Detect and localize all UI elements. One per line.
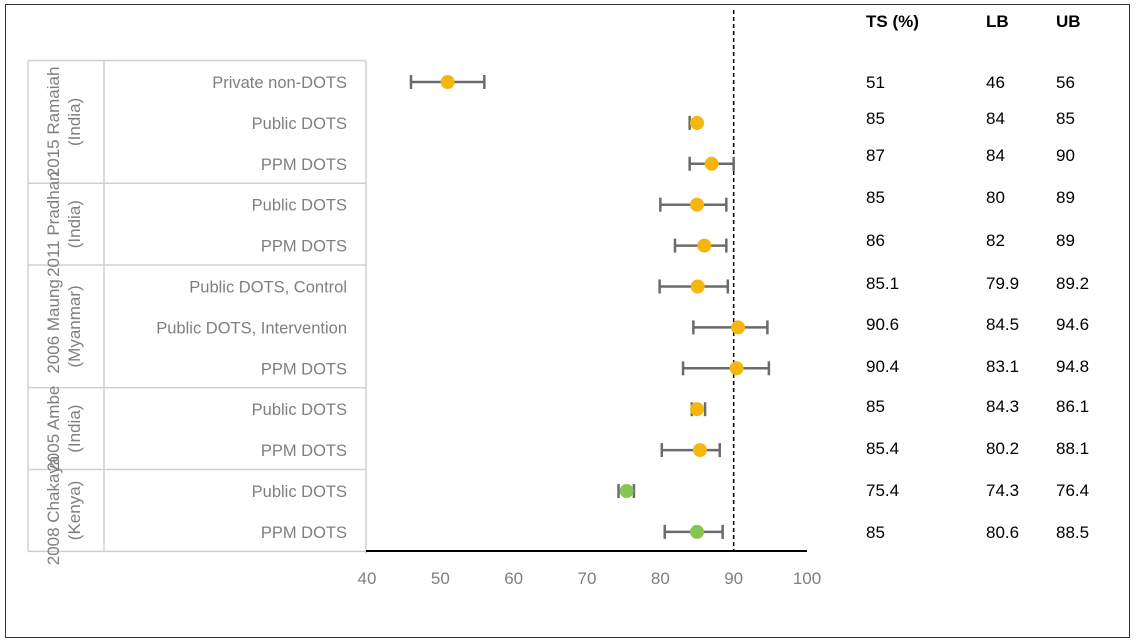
point-estimate [729, 361, 744, 376]
ub-value: 86.1 [1056, 397, 1089, 416]
lb-value: 83.1 [986, 357, 1019, 376]
study-label-line1: 2005 Ambe [44, 386, 63, 472]
lb-value: 84 [986, 109, 1005, 128]
x-tick-label: 80 [651, 569, 670, 588]
ts-value: 86 [866, 231, 885, 250]
point-estimate [619, 484, 634, 498]
lb-value: 84.5 [986, 315, 1019, 334]
ub-value: 89.2 [1056, 274, 1089, 293]
column-header-ub: UB [1056, 12, 1081, 31]
point-estimate [690, 115, 704, 130]
row-label: Public DOTS [252, 115, 347, 133]
study-label-line2: (India) [65, 200, 84, 248]
column-header-ts: TS (%) [866, 12, 919, 31]
ub-value: 56 [1056, 73, 1075, 92]
study-label: 2015 Ramaiah (India) [44, 67, 84, 178]
ub-value: 94.8 [1056, 357, 1089, 376]
row-label: Public DOTS [252, 197, 347, 215]
study-label-line1: 2011 Pradhan [44, 171, 63, 277]
study-label-line1: 2008 Chakaya [44, 455, 63, 565]
point-estimate [440, 75, 455, 89]
ts-value: 85 [866, 188, 885, 207]
lb-value: 84 [986, 146, 1005, 165]
x-tick-label: 50 [431, 569, 450, 588]
study-label: 2006 Maung (Myanmar) [44, 279, 84, 374]
point-estimate [692, 443, 707, 458]
ub-value: 88.5 [1056, 523, 1089, 542]
x-tick-label: 60 [504, 569, 523, 588]
study-label: 2011 Pradhan (India) [44, 171, 84, 277]
ts-value: 90.4 [866, 357, 899, 376]
lb-value: 80.6 [986, 523, 1019, 542]
ts-value: 87 [866, 146, 885, 165]
point-estimate [704, 156, 719, 171]
row-label: PPM DOTS [261, 360, 347, 378]
x-axis: 40 50 60 70 80 90 100 [358, 550, 821, 588]
study-group-layer: 2015 Ramaiah (India)2011 Pradhan (India)20… [44, 67, 84, 566]
ts-value: 90.6 [866, 315, 899, 334]
x-tick-label: 40 [358, 569, 377, 588]
row-label-layer: Private non-DOTS Public DOTS PPM DOTS Publi… [27, 59, 367, 554]
ts-value: 85 [866, 523, 885, 542]
study-label: 2008 Chakaya (Kenya) [44, 455, 84, 565]
ub-value: 94.6 [1056, 315, 1089, 334]
point-estimate [690, 524, 704, 539]
x-tick-label: 70 [578, 569, 597, 588]
ts-value: 85 [866, 397, 885, 416]
ub-value: 89 [1056, 231, 1075, 250]
lb-value: 74.3 [986, 481, 1019, 500]
point-estimate [690, 402, 704, 417]
ub-value: 89 [1056, 188, 1075, 207]
study-label-line2: (Kenya) [65, 481, 84, 541]
lb-value: 46 [986, 73, 1005, 92]
study-label-line2: (India) [65, 405, 84, 453]
column-header-lb: LB [986, 12, 1009, 31]
x-tick-label: 90 [724, 569, 743, 588]
row-label: Public DOTS, Intervention [156, 319, 347, 337]
point-estimate [690, 197, 704, 212]
ub-value: 76.4 [1056, 481, 1089, 500]
ts-value: 51 [866, 73, 885, 92]
study-label: 2005 Ambe (India) [44, 386, 84, 472]
row-label: Public DOTS, Control [189, 279, 347, 297]
study-label-line2: (Myanmar) [65, 285, 84, 367]
row-label: PPM DOTS [261, 442, 347, 460]
study-label-line2: (India) [65, 98, 84, 146]
point-estimate [697, 238, 712, 253]
lb-value: 80 [986, 188, 1005, 207]
ub-value: 90 [1056, 146, 1075, 165]
ub-value: 85 [1056, 109, 1075, 128]
ts-value: 85.4 [866, 439, 899, 458]
x-tick-label: 100 [793, 569, 821, 588]
lb-value: 79.9 [986, 274, 1019, 293]
row-label: Public DOTS [252, 483, 347, 501]
value-table: TS (%) LB UB 51 46 56 85 84 85 87 84 90 85 80 89 86 8… [866, 12, 1089, 542]
ub-value: 88.1 [1056, 439, 1089, 458]
lb-value: 82 [986, 231, 1005, 250]
point-estimate [690, 279, 705, 294]
marks-layer [409, 75, 771, 539]
row-label: PPM DOTS [261, 156, 347, 174]
row-label: Private non-DOTS [212, 74, 347, 92]
figure-frame [5, 4, 1130, 638]
ts-value: 85 [866, 109, 885, 128]
row-label: Public DOTS [252, 401, 347, 419]
study-label-line1: 2015 Ramaiah [44, 67, 63, 178]
row-label: PPM DOTS [261, 238, 347, 256]
ts-value: 75.4 [866, 481, 899, 500]
row-label: PPM DOTS [261, 524, 347, 542]
point-estimate [731, 320, 746, 335]
lb-value: 80.2 [986, 439, 1019, 458]
ts-value: 85.1 [866, 274, 899, 293]
study-label-line1: 2006 Maung [44, 279, 63, 374]
lb-value: 84.3 [986, 397, 1019, 416]
